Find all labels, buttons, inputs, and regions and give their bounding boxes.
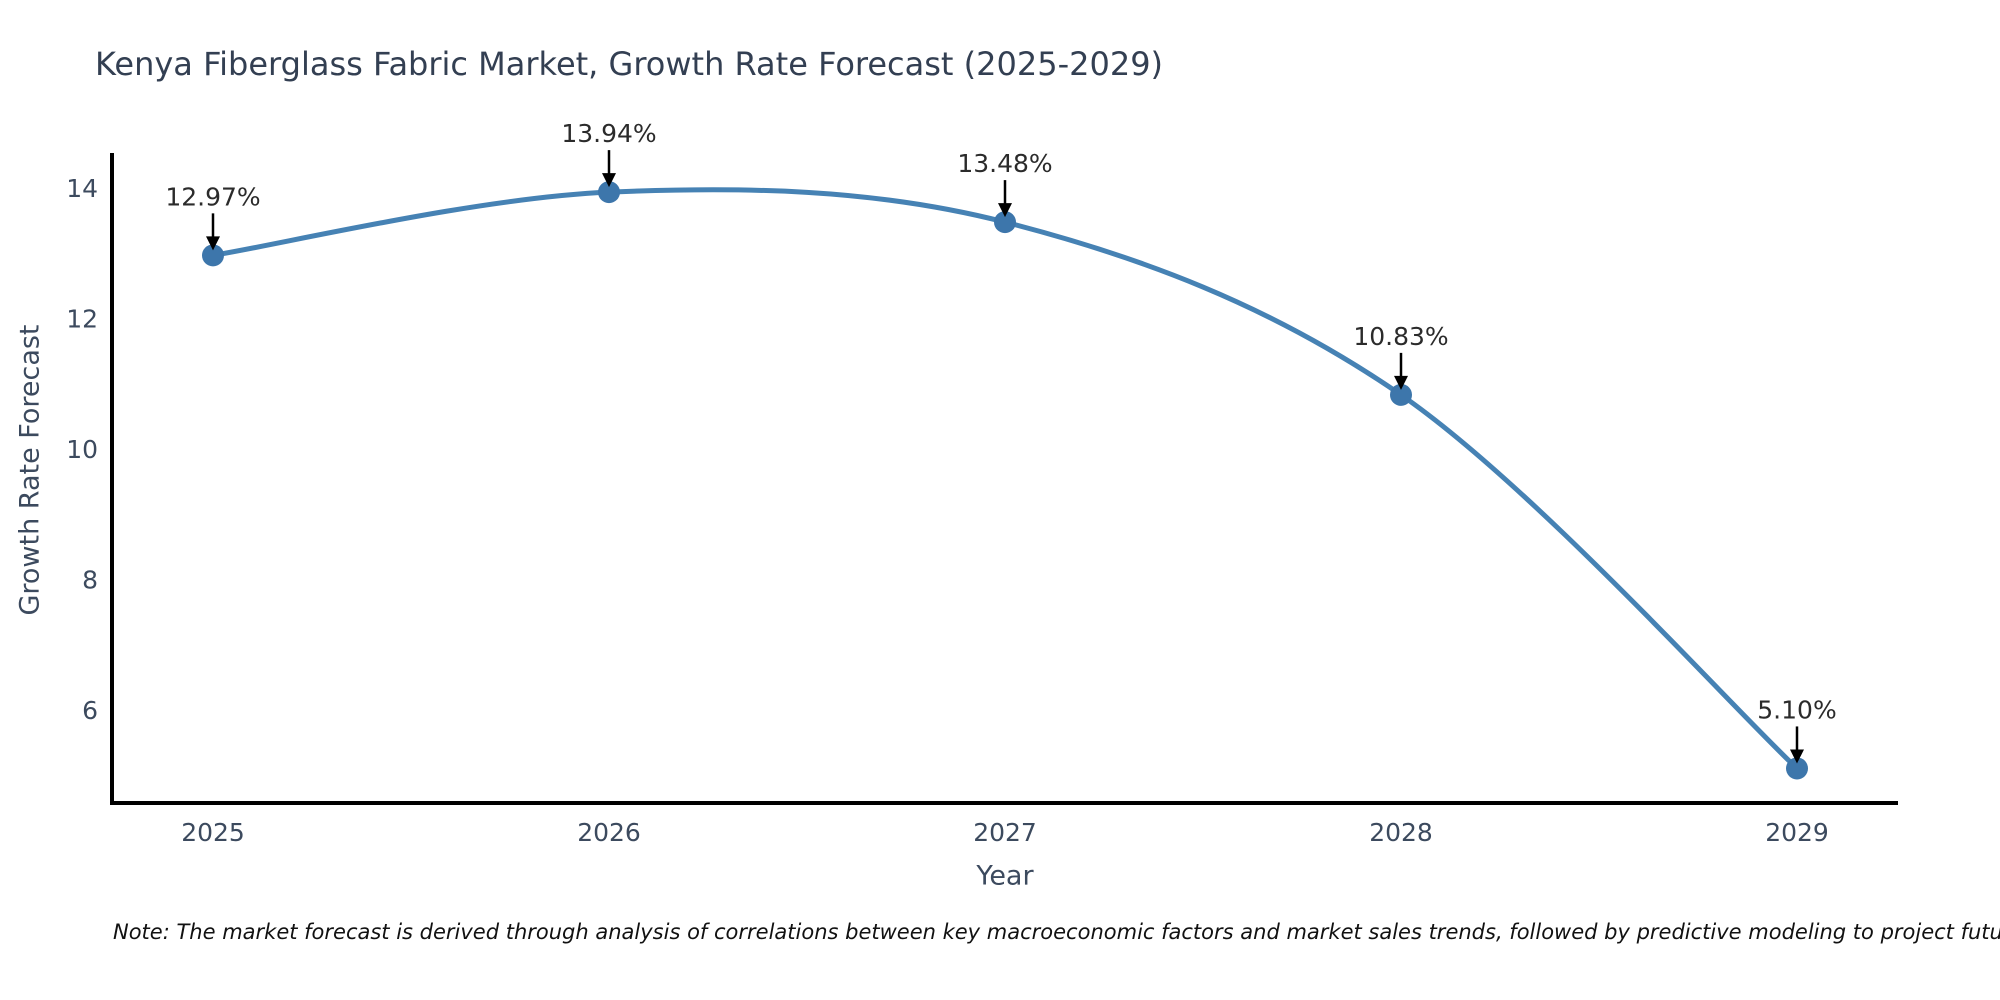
x-tick-label: 2027 xyxy=(973,818,1037,847)
footnote: Note: The market forecast is derived thr… xyxy=(113,920,2000,944)
y-tick-label: 14 xyxy=(66,174,98,203)
data-point-marker xyxy=(598,181,620,204)
x-axis-label: Year xyxy=(976,860,1034,892)
annotation-arrowhead xyxy=(206,236,220,251)
annotation-arrowhead xyxy=(1790,749,1804,764)
x-tick-label: 2025 xyxy=(181,818,245,847)
point-annotation-label: 13.94% xyxy=(561,119,656,148)
data-point-marker xyxy=(202,244,224,267)
y-tick-label: 10 xyxy=(66,435,98,464)
y-tick-label: 8 xyxy=(82,565,98,594)
trend-line xyxy=(210,187,1800,771)
data-point-marker xyxy=(994,211,1016,234)
point-annotation-label: 13.48% xyxy=(957,149,1052,178)
y-tick-label: 6 xyxy=(82,696,98,725)
point-annotation-label: 12.97% xyxy=(165,182,260,211)
x-tick-label: 2028 xyxy=(1369,818,1433,847)
data-point-marker xyxy=(1390,383,1412,406)
annotation-arrowhead xyxy=(602,173,616,188)
point-annotation-label: 10.83% xyxy=(1353,322,1448,351)
x-tick-label: 2029 xyxy=(1765,818,1829,847)
x-tick-label: 2026 xyxy=(577,818,641,847)
y-tick-label: 12 xyxy=(66,305,98,334)
annotation-arrowhead xyxy=(998,203,1012,218)
annotation-arrowhead xyxy=(1394,375,1408,390)
data-point-marker xyxy=(1786,757,1808,780)
chart-title: Kenya Fiberglass Fabric Market, Growth R… xyxy=(95,45,1164,83)
point-annotation-label: 5.10% xyxy=(1757,695,1836,724)
